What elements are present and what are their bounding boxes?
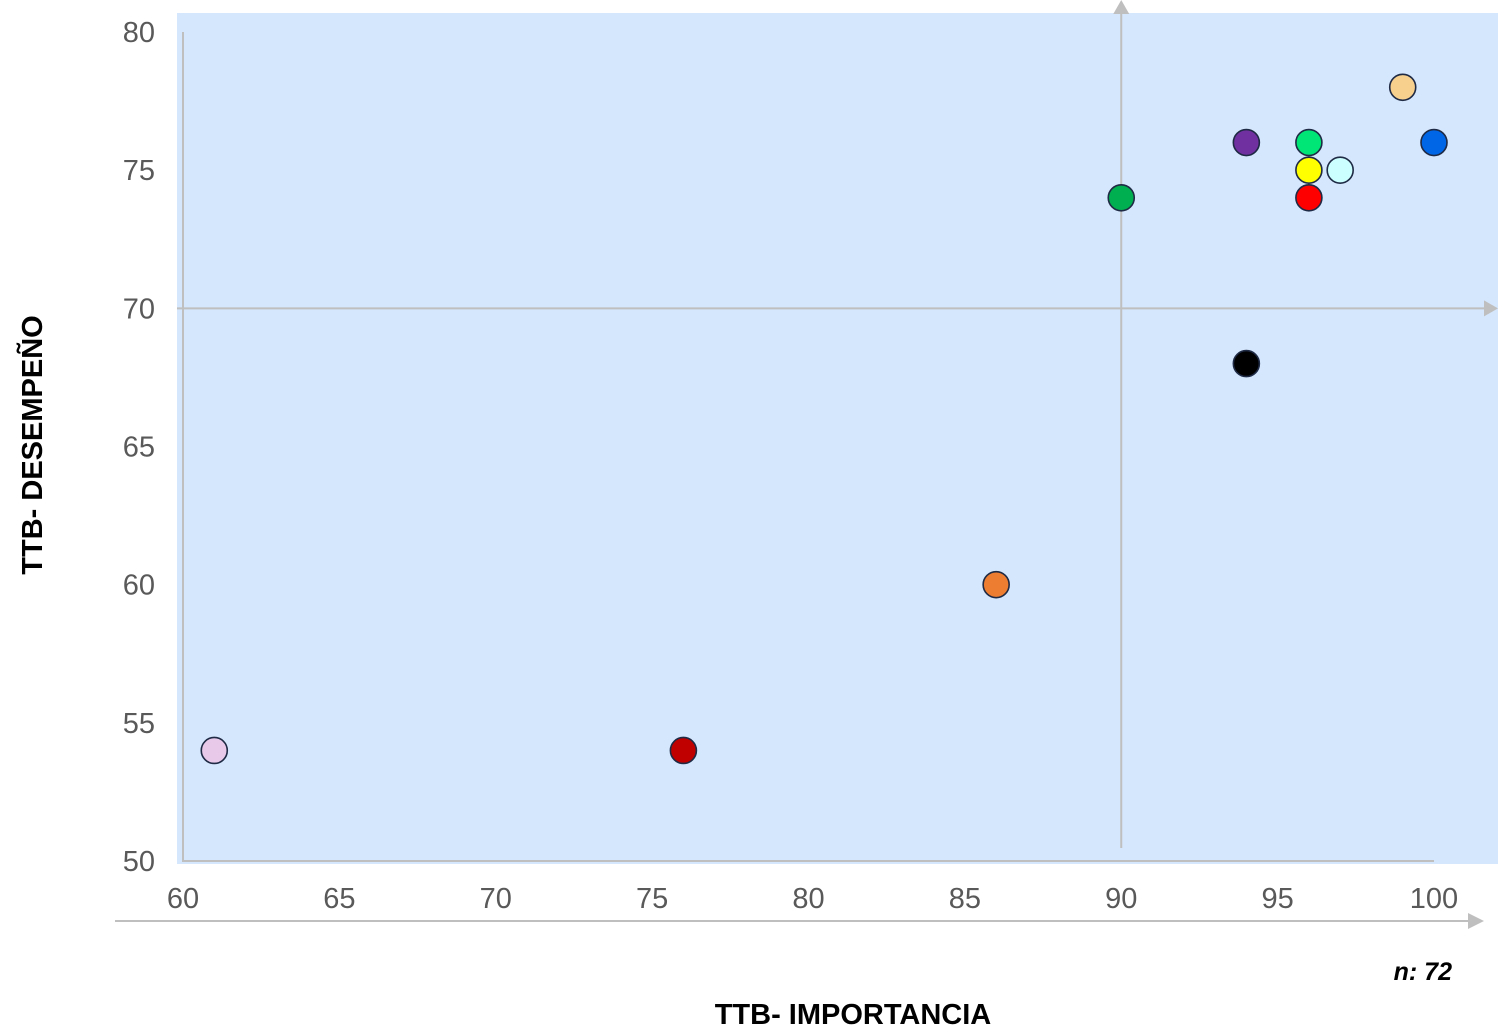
y-tick-label: 55 [123, 708, 155, 740]
data-point [200, 736, 229, 765]
data-point [1232, 349, 1261, 378]
data-point [1295, 156, 1323, 184]
x-axis-arrowhead [1468, 913, 1484, 929]
data-point [1295, 184, 1323, 212]
x-tick-label: 60 [167, 883, 199, 915]
x-tick-label: 100 [1410, 883, 1458, 915]
quadrant-arrowhead-horizontal [1484, 300, 1498, 317]
x-tick-label: 75 [636, 883, 668, 915]
x-tick-label: 70 [480, 883, 512, 915]
data-point [1295, 128, 1323, 157]
y-tick-label: 50 [123, 846, 155, 878]
y-tick-label: 80 [123, 17, 155, 49]
data-point [1326, 156, 1354, 184]
data-point [1232, 128, 1261, 157]
y-tick-label: 70 [123, 293, 155, 325]
data-point [669, 736, 698, 765]
y-axis-title: TTB- DESEMPEÑO [15, 315, 49, 574]
quadrant-arrowhead-vertical [1113, 0, 1130, 14]
data-point [1388, 73, 1417, 102]
quadrant-lines [177, 0, 1498, 848]
x-axis-title: TTB- IMPORTANCIA [715, 999, 992, 1031]
data-point [1420, 128, 1448, 157]
y-tick-label: 65 [123, 432, 155, 464]
x-tick-label: 85 [949, 883, 981, 915]
y-tick-label: 60 [123, 570, 155, 602]
y-axis-ticks: 50 55 60 65 70 75 80 [123, 17, 155, 878]
data-point [982, 570, 1010, 599]
data-point [1107, 184, 1136, 212]
x-tick-label: 65 [323, 883, 355, 915]
x-tick-label: 95 [1261, 883, 1293, 915]
data-points [200, 73, 1448, 765]
sample-size-note: n: 72 [1394, 958, 1452, 986]
y-tick-label: 75 [123, 155, 155, 187]
x-axis-ticks: 60 65 70 75 80 85 90 95 100 [167, 883, 1458, 915]
x-tick-label: 80 [792, 883, 824, 915]
x-tick-label: 90 [1105, 883, 1137, 915]
plot-area [177, 13, 1498, 864]
